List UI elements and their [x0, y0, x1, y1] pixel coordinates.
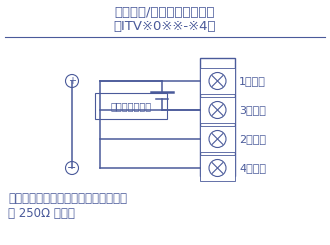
- Text: 在 250Ω 以下。: 在 250Ω 以下。: [8, 207, 75, 220]
- Bar: [200, 68, 235, 94]
- Circle shape: [65, 161, 79, 174]
- Bar: [200, 58, 235, 176]
- Text: 1：茶色: 1：茶色: [239, 76, 266, 86]
- Text: 3：兰色: 3：兰色: [239, 105, 266, 115]
- Text: −: −: [67, 163, 77, 173]
- Text: 4：黑色: 4：黑色: [239, 163, 266, 173]
- Text: 作为所连接的测定仪表，其负荷阻抗应: 作为所连接的测定仪表，其负荷阻抗应: [8, 192, 127, 205]
- Text: 2：白色: 2：白色: [239, 134, 266, 144]
- Circle shape: [209, 73, 226, 89]
- Circle shape: [209, 101, 226, 119]
- Circle shape: [209, 159, 226, 176]
- Bar: [200, 97, 235, 123]
- Bar: [200, 155, 235, 181]
- Circle shape: [65, 74, 79, 87]
- Bar: [200, 126, 235, 152]
- Text: +: +: [68, 76, 76, 86]
- Text: （ITV※0※※-※4）: （ITV※0※※-※4）: [114, 21, 216, 34]
- Text: 模拟输出/电流类型（汇式）: 模拟输出/电流类型（汇式）: [115, 7, 215, 20]
- Circle shape: [209, 131, 226, 147]
- Bar: [95, 93, 167, 119]
- Text: 监视器输出电流: 监视器输出电流: [111, 101, 151, 111]
